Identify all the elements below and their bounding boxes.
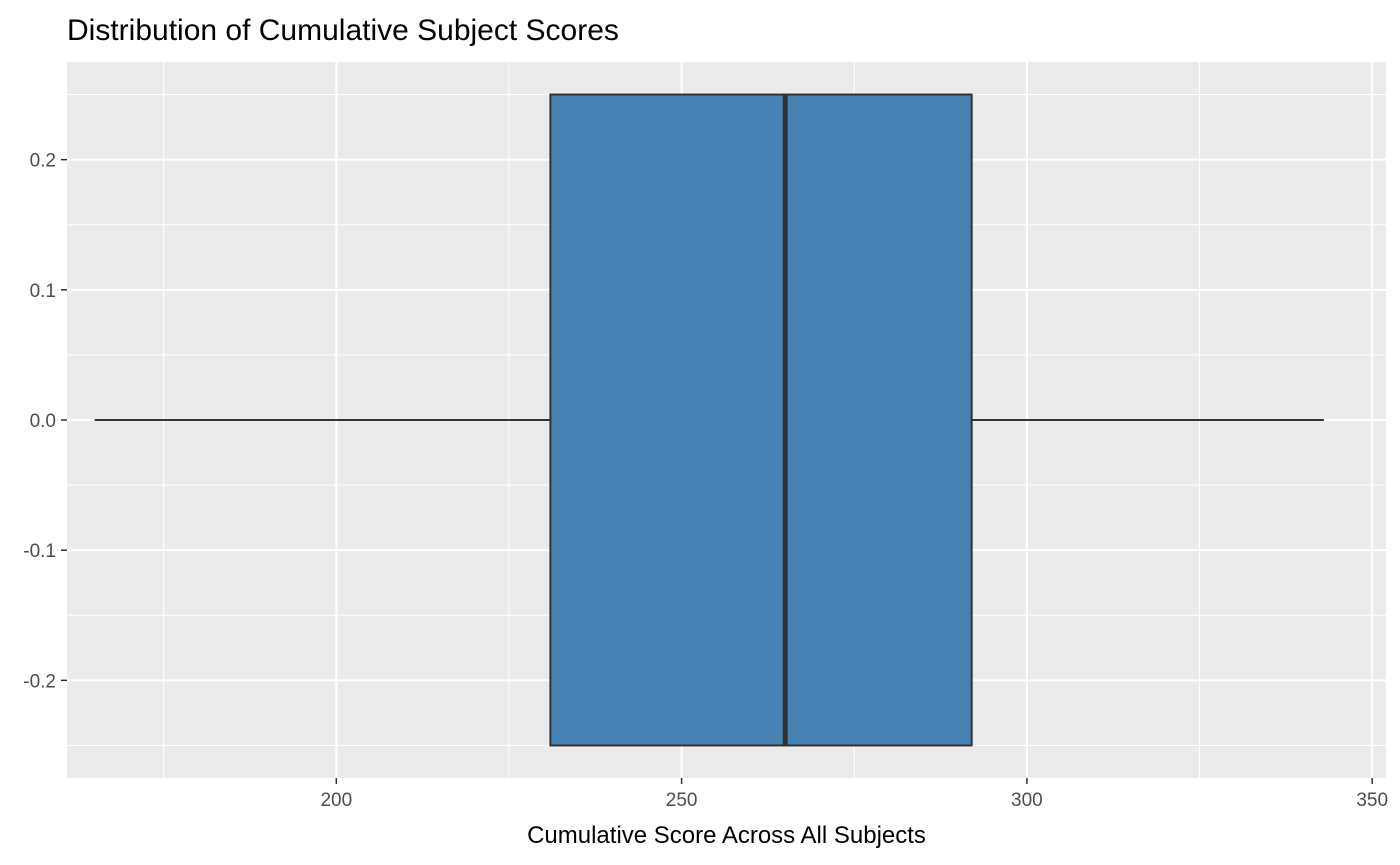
iqr-box bbox=[549, 93, 973, 747]
x-tick-label: 300 bbox=[1011, 790, 1043, 811]
y-tick-label: -0.2 bbox=[23, 671, 56, 692]
x-tick-label: 250 bbox=[666, 790, 698, 811]
y-tick-label: 0.2 bbox=[30, 151, 56, 172]
y-tick-label: -0.1 bbox=[23, 541, 56, 562]
x-tick-label: 350 bbox=[1356, 790, 1388, 811]
x-tick-label: 200 bbox=[320, 790, 352, 811]
chart-title: Distribution of Cumulative Subject Score… bbox=[67, 14, 619, 47]
boxplot-marks bbox=[94, 93, 1324, 747]
x-axis-title: Cumulative Score Across All Subjects bbox=[527, 822, 926, 849]
y-tick-label: 0.1 bbox=[30, 281, 56, 302]
axis-tick-labels: 200 250 300 350 0.2 0.1 0.0 -0.1 -0.2 bbox=[23, 151, 1388, 811]
axis-ticks bbox=[61, 158, 1373, 784]
y-tick-label: 0.0 bbox=[30, 411, 56, 432]
